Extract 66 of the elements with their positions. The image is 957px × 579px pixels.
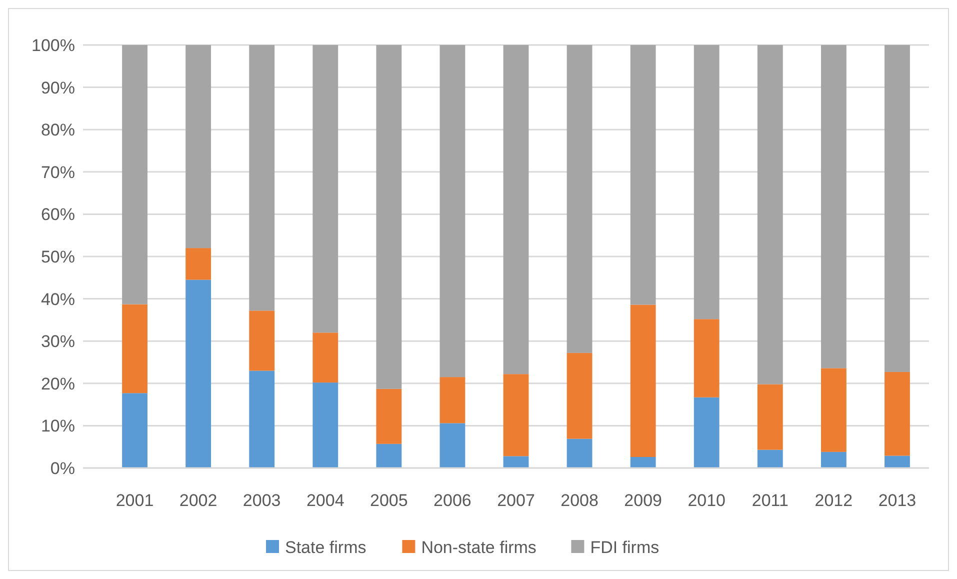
x-tick-label: 2008 [560, 491, 598, 510]
bar [249, 45, 275, 311]
bar [757, 45, 783, 384]
y-tick-label: 40% [40, 290, 75, 309]
y-tick-label: 50% [40, 247, 75, 266]
bar [312, 332, 338, 383]
bar [884, 45, 910, 372]
bar [186, 280, 212, 468]
bar [757, 384, 783, 450]
bar [249, 370, 275, 468]
bar [186, 248, 212, 280]
x-tick-label: 2011 [752, 491, 788, 510]
y-tick-label: 80% [40, 120, 75, 140]
y-tick-label: 10% [40, 416, 75, 436]
bar [757, 450, 783, 468]
bar [376, 45, 402, 389]
bar [503, 45, 529, 374]
bar [884, 372, 910, 456]
bar [122, 304, 148, 394]
bar [566, 45, 592, 353]
x-tick-label: 2004 [306, 491, 344, 510]
x-tick-label: 2001 [116, 491, 154, 510]
bar [630, 45, 656, 305]
bar [249, 310, 275, 371]
legend-label: Non-state firms [421, 538, 536, 557]
bar [694, 45, 720, 320]
bar [440, 45, 466, 378]
bar [440, 423, 466, 468]
x-tick-label: 2009 [624, 491, 662, 510]
y-tick-label: 100% [32, 36, 75, 55]
y-tick-label: 70% [40, 162, 75, 182]
bar [566, 438, 592, 468]
bar [820, 45, 846, 368]
bar [820, 452, 846, 468]
bar [566, 352, 592, 439]
bar [186, 45, 212, 248]
x-tick-label: 2007 [497, 491, 535, 510]
x-tick-label: 2013 [878, 491, 916, 510]
x-tick-label: 2003 [242, 491, 281, 510]
x-tick-label: 2010 [688, 491, 726, 510]
bar [503, 374, 529, 456]
bar [884, 456, 910, 468]
y-tick-label: 0% [50, 458, 75, 478]
bar [503, 456, 529, 468]
bar [122, 45, 148, 304]
bar [376, 444, 402, 468]
x-tick-label: 2005 [370, 491, 408, 510]
legend-label: FDI firms [590, 538, 660, 557]
bar [820, 368, 846, 452]
x-tick-label: 2012 [814, 491, 853, 510]
bar [376, 388, 402, 444]
bar [122, 393, 148, 468]
bar [694, 319, 720, 398]
y-tick-label: 20% [40, 374, 75, 394]
y-tick-label: 60% [40, 205, 75, 224]
y-tick-label: 90% [40, 78, 75, 98]
bar [630, 304, 656, 457]
y-tick-label: 30% [40, 332, 75, 352]
bar [312, 382, 338, 468]
bar [694, 397, 720, 468]
bar [440, 377, 466, 424]
bar [312, 45, 338, 333]
legend-label: State firms [285, 538, 366, 557]
x-tick-label: 2002 [179, 491, 218, 510]
bar [630, 457, 656, 468]
x-tick-label: 2006 [434, 491, 472, 510]
